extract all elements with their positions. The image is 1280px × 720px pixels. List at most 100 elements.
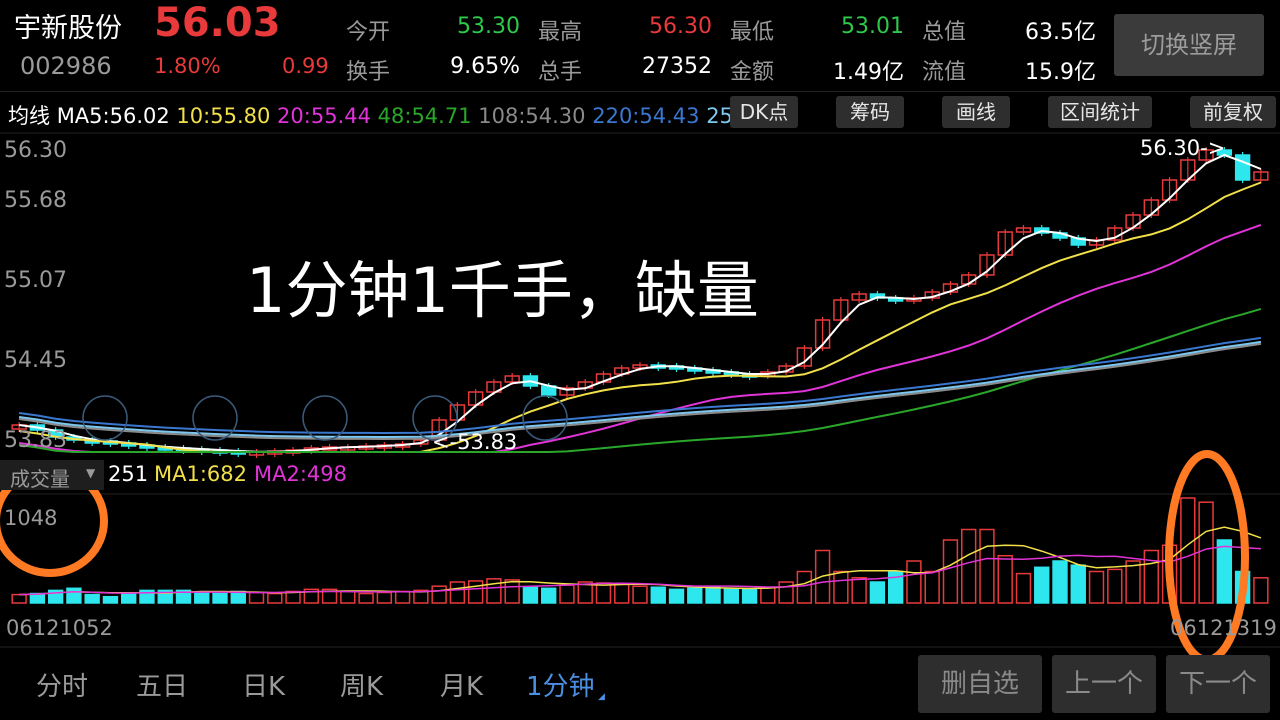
switch-portrait-button[interactable]: 切换竖屏 bbox=[1114, 14, 1264, 76]
volume-bar bbox=[431, 585, 447, 604]
price-axis-label: 55.68 bbox=[4, 188, 67, 213]
volume-ma2-line bbox=[19, 545, 1261, 596]
tab-daily-k[interactable]: 日K bbox=[242, 672, 286, 702]
volume-bar bbox=[358, 592, 374, 604]
volume-bar bbox=[869, 581, 886, 604]
ma48-value: 48:54.71 bbox=[377, 104, 472, 128]
stat-amount-value: 1.49亿 bbox=[833, 60, 904, 85]
volume-bar bbox=[522, 586, 539, 604]
volume-bar bbox=[942, 539, 959, 604]
ma5-value: MA5:56.02 bbox=[56, 104, 170, 128]
tab-weekly-k[interactable]: 周K bbox=[340, 672, 384, 702]
previous-stock-button[interactable]: 上一个 bbox=[1052, 655, 1156, 713]
volume-bar bbox=[595, 582, 612, 604]
volume-bar bbox=[614, 583, 630, 604]
candle bbox=[796, 347, 813, 367]
candle bbox=[1253, 171, 1269, 181]
volume-bar bbox=[248, 591, 265, 604]
current-price: 56.03 bbox=[154, 0, 281, 46]
tab-five-day[interactable]: 五日 bbox=[136, 672, 189, 702]
overlay-circle-icon[interactable] bbox=[302, 395, 348, 441]
ma10-value: 10:55.80 bbox=[176, 104, 271, 128]
ma-label: 均线 bbox=[8, 104, 50, 128]
volume-bar bbox=[632, 585, 648, 604]
overlay-circle-icon[interactable] bbox=[82, 395, 128, 441]
ma5-line bbox=[18, 153, 1262, 453]
stat-low-value: 53.01 bbox=[841, 14, 904, 39]
volume-bar bbox=[1015, 572, 1032, 604]
candle bbox=[833, 299, 849, 321]
price-axis-label: 53.83 bbox=[4, 428, 67, 453]
volume-bar bbox=[687, 587, 703, 604]
volume-bar bbox=[84, 593, 100, 604]
overlay-annotation: 1分钟1千手，缺量 bbox=[246, 254, 759, 327]
stat-volume-label: 总手 bbox=[538, 60, 583, 85]
candle bbox=[504, 375, 520, 383]
volume-label: 成交量 bbox=[10, 467, 70, 491]
volume-bar bbox=[650, 586, 666, 604]
draw-line-button[interactable]: 画线 bbox=[942, 96, 1010, 128]
stat-turnover-value: 9.65% bbox=[450, 54, 520, 79]
volume-bar bbox=[1052, 560, 1068, 604]
volume-bar bbox=[175, 589, 192, 604]
overlay-circle-icon[interactable] bbox=[412, 395, 458, 441]
volume-bar bbox=[997, 555, 1013, 604]
volume-bar bbox=[1034, 566, 1050, 604]
overlay-circle-icon[interactable] bbox=[192, 395, 238, 441]
forward-adjust-button[interactable]: 前复权 bbox=[1190, 96, 1276, 128]
volume-bar bbox=[303, 588, 319, 604]
dk-point-button[interactable]: DK点 bbox=[730, 96, 798, 128]
volume-bar bbox=[1143, 549, 1159, 604]
volume-bar bbox=[376, 591, 393, 604]
volume-bar bbox=[778, 581, 794, 604]
price-axis-label: 56.30 bbox=[4, 138, 67, 163]
high-marker: 56.30-> bbox=[1140, 136, 1226, 160]
volume-bar bbox=[413, 589, 429, 604]
volume-bar bbox=[1180, 497, 1196, 604]
tab-dropdown-icon[interactable]: ◢ bbox=[598, 692, 605, 702]
candle bbox=[1234, 154, 1251, 181]
volume-bar bbox=[887, 570, 904, 604]
change-percent: 1.80% bbox=[154, 54, 221, 78]
tab-monthly-k[interactable]: 月K bbox=[440, 672, 484, 702]
volume-bar bbox=[559, 584, 575, 604]
volume-bar bbox=[723, 587, 739, 604]
volume-bar bbox=[1107, 568, 1123, 604]
volume-bar bbox=[486, 578, 502, 604]
tab-one-minute[interactable]: 1分钟 bbox=[526, 672, 595, 702]
volume-indicator-selector[interactable]: 成交量 ▼ bbox=[0, 460, 104, 491]
stat-total-value-label: 总值 bbox=[922, 20, 967, 45]
volume-ma1: MA1:682 bbox=[154, 462, 248, 486]
volume-bar bbox=[66, 587, 82, 604]
chips-button[interactable]: 筹码 bbox=[836, 96, 904, 128]
change-amount: 0.99 bbox=[282, 54, 329, 78]
volume-bar bbox=[467, 580, 484, 604]
volume-bar bbox=[577, 581, 593, 604]
overlay-circle-icon[interactable] bbox=[522, 395, 568, 441]
stat-turnover-label: 换手 bbox=[346, 60, 391, 85]
stat-open-label: 今开 bbox=[346, 20, 391, 45]
volume-bar bbox=[1216, 539, 1233, 604]
stat-float-value-value: 15.9亿 bbox=[1025, 60, 1096, 85]
volume-bar bbox=[668, 588, 685, 604]
ma220-value: 220:54.43 bbox=[592, 104, 700, 128]
stat-amount-label: 金额 bbox=[730, 60, 775, 85]
ma108-line bbox=[18, 342, 1262, 441]
volume-bar bbox=[906, 560, 922, 604]
volume-bar bbox=[924, 570, 940, 604]
next-stock-button[interactable]: 下一个 bbox=[1166, 655, 1270, 713]
volume-bar bbox=[1070, 564, 1086, 604]
volume-bar bbox=[796, 570, 813, 604]
tab-intraday[interactable]: 分时 bbox=[36, 672, 89, 702]
volume-bar bbox=[194, 591, 210, 604]
volume-bar bbox=[979, 528, 995, 604]
volume-bar bbox=[449, 581, 466, 604]
time-axis-end: 06121319 bbox=[1170, 616, 1277, 640]
ma20-value: 20:55.44 bbox=[277, 104, 371, 128]
stat-low-label: 最低 bbox=[730, 20, 775, 45]
remove-favorite-button[interactable]: 删自选 bbox=[918, 655, 1042, 713]
volume-bar bbox=[760, 586, 776, 604]
range-stats-button[interactable]: 区间统计 bbox=[1048, 96, 1152, 128]
time-axis-start: 06121052 bbox=[6, 616, 113, 640]
